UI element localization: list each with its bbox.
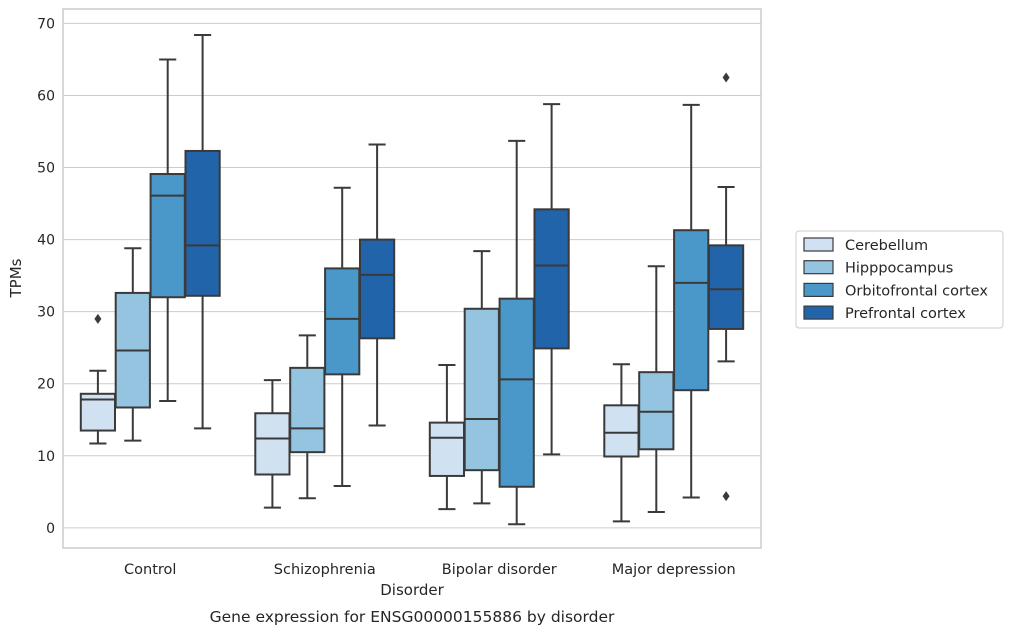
x-tick-label-major-depression: Major depression (612, 562, 736, 578)
box-cerebellum-2 (428, 363, 466, 511)
box-cerebellum-3 (603, 363, 640, 523)
y-tick-label-50: 50 (37, 161, 55, 177)
x-axis-ticks: Control Schizophrenia Bipolar disorder Majo… (124, 562, 736, 578)
box-hipppocampus-3 (638, 265, 675, 513)
y-tick-label-70: 70 (37, 16, 55, 32)
legend-label-orbitofrontal-cortex: Orbitofrontal cortex (845, 283, 988, 299)
outlier-point (722, 491, 730, 502)
box-prefrontal-cortex-3 (707, 72, 745, 502)
box-body (184, 149, 221, 297)
legend-swatch-orbitofrontal-cortex (803, 282, 834, 297)
y-tick-label-20: 20 (37, 377, 55, 393)
box-body (149, 173, 186, 299)
box-body (289, 366, 326, 454)
box-body (707, 244, 745, 330)
box-hipppocampus-1 (289, 334, 326, 500)
box-prefrontal-cortex-1 (358, 143, 396, 427)
box-body (498, 297, 535, 488)
y-axis-ticks: 0 10 20 30 40 50 60 70 (37, 16, 55, 536)
box-body (533, 208, 570, 350)
box-body (673, 229, 710, 392)
x-axis-label: Disorder (380, 581, 444, 599)
legend-swatch-prefrontal-cortex (803, 305, 834, 320)
y-axis-label: TPMs (7, 258, 25, 298)
x-tick-label-control: Control (124, 562, 176, 578)
plot-frame (62, 8, 762, 549)
legend: Cerebellum Hipppocampus Orbitofrontal cort… (795, 230, 1004, 329)
chart-title: Gene expression for ENSG00000155886 by d… (210, 608, 615, 626)
y-tick-label-40: 40 (37, 233, 55, 249)
legend-swatch-hipppocampus (803, 260, 834, 275)
box-hipppocampus-2 (463, 250, 500, 505)
y-tick-label-0: 0 (46, 521, 55, 537)
y-tick-label-10: 10 (37, 449, 55, 465)
box-orbitofrontal-cortex-2 (498, 139, 535, 526)
box-orbitofrontal-cortex-1 (324, 186, 361, 488)
box-prefrontal-cortex-2 (533, 103, 570, 456)
box-orbitofrontal-cortex-0 (149, 58, 186, 402)
box-orbitofrontal-cortex-3 (673, 103, 710, 499)
x-tick-label-bipolar-disorder: Bipolar disorder (442, 562, 557, 578)
box-prefrontal-cortex-0 (184, 33, 221, 430)
y-tick-label-60: 60 (37, 88, 55, 104)
legend-swatch-cerebellum (803, 237, 834, 252)
box-cerebellum-1 (254, 379, 291, 509)
legend-label-hipppocampus: Hipppocampus (845, 261, 953, 277)
legend-items: Cerebellum Hipppocampus Orbitofrontal cort… (803, 237, 988, 322)
legend-frame (795, 230, 1004, 329)
box-body (463, 307, 500, 472)
box-body (358, 238, 396, 340)
box-cerebellum-0 (79, 313, 117, 445)
x-tick-label-schizophrenia: Schizophrenia (274, 562, 376, 578)
box-hipppocampus-0 (114, 247, 151, 442)
box-body (428, 421, 466, 477)
legend-label-cerebellum: Cerebellum (845, 238, 928, 254)
box-body (324, 267, 361, 376)
legend-label-prefrontal-cortex: Prefrontal cortex (845, 306, 966, 322)
outlier-point (94, 313, 102, 324)
outlier-point (722, 72, 730, 83)
box-body (638, 371, 675, 451)
box-series (79, 33, 745, 526)
box-body (254, 412, 291, 476)
y-tick-label-30: 30 (37, 305, 55, 321)
box-body (603, 404, 640, 458)
